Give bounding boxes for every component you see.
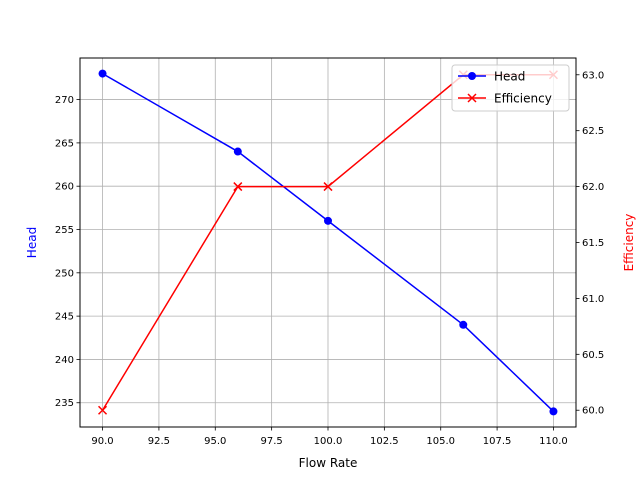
y-left-tick-label: 235 bbox=[55, 398, 74, 409]
y-left-tick-label: 265 bbox=[55, 138, 74, 149]
grid bbox=[80, 58, 576, 427]
x-tick-label: 107.5 bbox=[483, 436, 512, 447]
data-point-efficiency bbox=[233, 182, 243, 192]
y-left-axis-ticks: 235 240 245 250 255 260 265 270 bbox=[55, 95, 80, 409]
x-tick-label: 95.0 bbox=[204, 436, 226, 447]
y-left-tick-label: 270 bbox=[55, 95, 74, 106]
y-left-tick-label: 250 bbox=[55, 268, 74, 279]
y-left-tick-label: 245 bbox=[55, 312, 74, 323]
x-tick-label: 92.5 bbox=[148, 436, 170, 447]
y-left-tick-label: 255 bbox=[55, 225, 74, 236]
data-point-head bbox=[459, 320, 468, 329]
y-right-tick-label: 63.0 bbox=[582, 70, 604, 81]
data-point-head bbox=[549, 407, 558, 416]
y-right-tick-label: 61.0 bbox=[582, 294, 604, 305]
data-point-efficiency bbox=[323, 182, 333, 192]
legend: Head Efficiency bbox=[451, 64, 570, 112]
x-axis-label: Flow Rate bbox=[299, 456, 358, 470]
y-left-axis-label: Head bbox=[25, 227, 39, 258]
y-right-tick-label: 60.5 bbox=[582, 350, 604, 361]
x-tick-label: 110.0 bbox=[539, 436, 568, 447]
x-tick-label: 100.0 bbox=[314, 436, 343, 447]
legend-efficiency-marker bbox=[467, 93, 477, 103]
y-right-tick-label: 62.0 bbox=[582, 182, 604, 193]
data-point-head bbox=[98, 69, 107, 78]
x-axis-ticks: 90.0 92.5 95.0 97.5 100.0 102.5 105.0 107.5 110.… bbox=[91, 427, 568, 447]
legend-head-marker bbox=[468, 72, 476, 80]
x-tick-label: 105.0 bbox=[426, 436, 455, 447]
y-right-axis-label: Efficiency bbox=[622, 214, 636, 272]
x-tick-label: 90.0 bbox=[91, 436, 113, 447]
x-tick-label: 97.5 bbox=[261, 436, 283, 447]
data-point-efficiency bbox=[98, 405, 108, 415]
data-point-head bbox=[324, 216, 332, 225]
y-left-tick-label: 260 bbox=[55, 182, 74, 193]
y-right-tick-label: 62.5 bbox=[582, 126, 604, 137]
y-left-tick-label: 240 bbox=[55, 355, 74, 366]
x-tick-label: 102.5 bbox=[370, 436, 399, 447]
y-right-axis-ticks: 60.0 60.5 61.0 61.5 62.0 62.5 63.0 bbox=[576, 70, 604, 417]
y-right-tick-label: 61.5 bbox=[582, 238, 604, 249]
legend-efficiency-label: Efficiency bbox=[494, 92, 552, 106]
data-point-head bbox=[233, 147, 242, 156]
y-right-tick-label: 60.0 bbox=[582, 406, 604, 417]
legend-head-label: Head bbox=[494, 70, 525, 84]
